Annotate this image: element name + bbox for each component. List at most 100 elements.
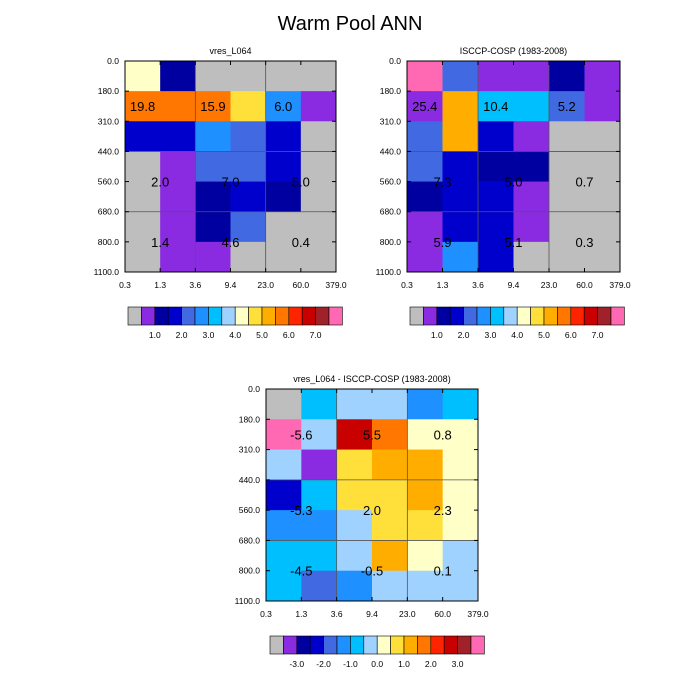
colorbar-label: 6.0 [565,330,577,340]
heatmap-cell [230,91,267,122]
data-label: 15.9 [200,99,225,114]
colorbar-swatch [127,306,142,326]
heatmap-cell [407,211,443,243]
x-tick-label: 60.0 [434,609,451,619]
heatmap-cell [300,241,337,273]
heatmap-cell [125,211,161,243]
y-tick-label: 1100.0 [376,267,402,277]
colorbar-swatch [248,306,263,326]
heatmap-cell [513,151,550,183]
heatmap-cell [160,241,196,273]
y-tick-label: 310.0 [98,116,120,126]
data-label: 5.1 [504,235,522,250]
heatmap-cell [265,121,302,152]
colorbar-label: 7.0 [592,330,604,340]
heatmap-cell [442,389,479,420]
colorbar-label: 5.0 [256,330,268,340]
colorbar-swatch [269,635,284,655]
heatmap-cell [513,121,550,152]
heatmap-cell [160,211,196,243]
colorbar-swatch [296,635,311,655]
heatmap-cell [265,211,302,243]
y-tick-label: 180.0 [98,86,120,96]
data-label: 0.1 [434,564,452,579]
heatmap-cell [442,91,479,122]
y-tick-label: 440.0 [98,146,120,156]
y-tick-label: 0.0 [107,56,119,66]
heatmap-cell [336,510,373,541]
heatmap-cell [372,540,408,572]
heatmap-cell [230,61,267,92]
x-tick-label: 1.3 [437,280,449,290]
heatmap-cell [442,419,479,451]
heatmap-cell [478,241,514,273]
colorbar-swatch [234,306,249,326]
heatmap-cell [407,449,444,481]
data-label: 7.3 [433,175,451,190]
heatmap-cell [372,449,408,481]
heatmap-cell [584,151,621,183]
heatmap-cell [125,61,161,92]
heatmap-cell [372,570,408,602]
heatmap-cell [584,181,621,213]
colorbar-swatch [181,306,196,326]
panel-title: vres_L064 [209,46,251,56]
colorbar-swatch [490,306,505,326]
heatmap-cell [336,540,373,572]
colorbar-swatch [221,306,236,326]
heatmap-cell [195,241,231,273]
colorbar-swatch [403,635,418,655]
heatmap-cell [442,211,479,243]
x-tick-label: 60.0 [576,280,593,290]
heatmap-cell [265,181,302,213]
panel-title: ISCCP-COSP (1983-2008) [460,46,567,56]
data-label: 5.0 [504,175,522,190]
data-label: 5.9 [433,235,451,250]
data-label: -0.5 [361,564,383,579]
y-tick-label: 440.0 [380,146,402,156]
heatmap-cell [336,570,373,602]
heatmap-cell [230,151,267,183]
heatmap-cell [442,479,479,511]
heatmap-cell [442,121,479,152]
data-label: 0.4 [292,235,310,250]
colorbar-label: 3.0 [202,330,214,340]
heatmap-cell [407,91,443,122]
heatmap-cell [125,151,161,183]
colorbar-label: 0.0 [371,659,383,669]
heatmap-cell [407,419,444,451]
heatmap-cell [407,181,443,213]
colorbar-label: 5.0 [538,330,550,340]
colorbar-label: 4.0 [511,330,523,340]
colorbar-swatch [463,306,478,326]
y-tick-label: 0.0 [389,56,401,66]
colorbar-swatch [390,635,405,655]
heatmap-cell [300,181,337,213]
x-tick-label: 1.3 [295,609,307,619]
x-tick-label: 23.0 [399,609,416,619]
colorbar-swatch [436,306,451,326]
colorbar-swatch [141,306,156,326]
heatmap-cell [301,540,338,572]
colorbar-swatch [597,306,612,326]
y-tick-label: 310.0 [380,116,402,126]
data-label: 5.5 [363,427,381,442]
data-label: 19.8 [130,99,155,114]
heatmap-cell [125,241,161,273]
colorbar-swatch [261,306,276,326]
heatmap-cell [549,61,585,92]
colorbar-label: 3.0 [484,330,496,340]
heatmap-cell [300,211,337,243]
heatmap-cell [195,121,231,152]
heatmap-cell [300,61,337,92]
heatmap-cell [265,91,302,122]
x-tick-label: 0.3 [260,609,272,619]
y-tick-label: 560.0 [239,505,261,515]
heatmap-cell [301,479,338,511]
colorbar-swatch [288,306,303,326]
heatmap-cell [442,570,479,602]
colorbar-swatch [516,306,531,326]
heatmap-cell [478,121,514,152]
data-label: 5.2 [558,99,576,114]
